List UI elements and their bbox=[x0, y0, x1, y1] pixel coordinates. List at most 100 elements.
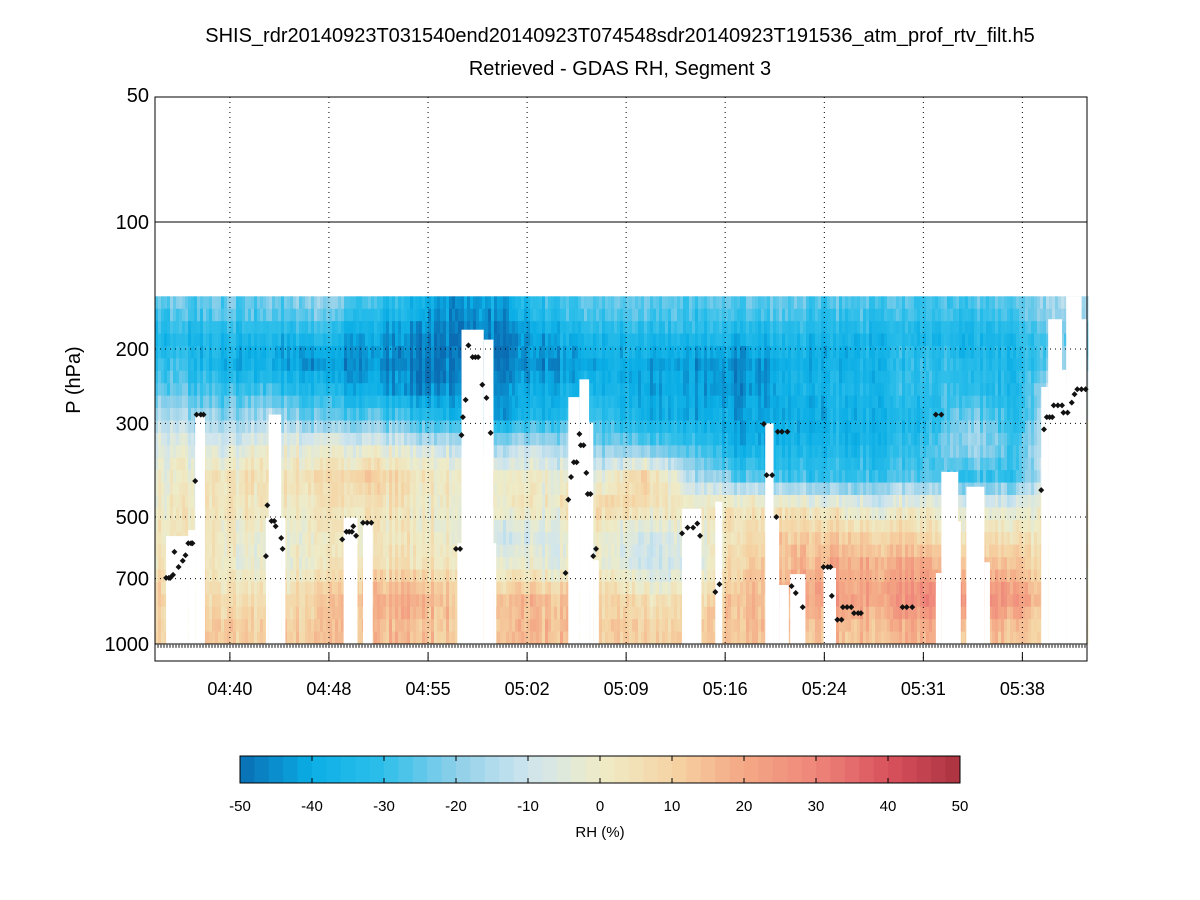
heatmap-cell bbox=[344, 457, 348, 471]
heatmap-cell bbox=[257, 457, 261, 471]
heatmap-cell bbox=[593, 408, 597, 421]
heatmap-cell bbox=[683, 482, 687, 496]
heatmap-cell bbox=[293, 420, 297, 434]
heatmap-cell bbox=[449, 494, 453, 508]
heatmap-cell bbox=[428, 333, 432, 347]
heatmap-cell bbox=[452, 519, 456, 533]
heatmap-cell bbox=[623, 408, 627, 421]
heatmap-cell bbox=[254, 370, 258, 384]
heatmap-cell bbox=[611, 308, 615, 322]
heatmap-cell bbox=[392, 408, 396, 421]
heatmap-cell bbox=[623, 619, 627, 633]
heatmap-cell bbox=[356, 544, 360, 558]
heatmap-cell bbox=[443, 470, 447, 484]
heatmap-cell bbox=[305, 308, 309, 322]
heatmap-cell bbox=[161, 581, 165, 595]
heatmap-cell bbox=[212, 544, 216, 558]
heatmap-cell bbox=[539, 445, 543, 459]
heatmap-cell bbox=[248, 507, 252, 521]
heatmap-cell bbox=[605, 445, 609, 459]
heatmap-cell bbox=[164, 619, 168, 633]
heatmap-cell bbox=[671, 383, 675, 397]
heatmap-cell bbox=[341, 358, 345, 372]
heatmap-cell bbox=[629, 494, 633, 508]
heatmap-cell bbox=[422, 408, 426, 421]
heatmap-cell bbox=[593, 432, 597, 446]
heatmap-cell bbox=[254, 494, 258, 508]
heatmap-cell bbox=[161, 606, 165, 620]
heatmap-cell bbox=[383, 296, 387, 310]
heatmap-cell bbox=[446, 358, 450, 372]
heatmap-cell bbox=[179, 358, 183, 372]
heatmap-cell bbox=[377, 321, 381, 335]
heatmap-cell bbox=[257, 544, 261, 558]
heatmap-cell bbox=[446, 569, 450, 583]
heatmap-cell bbox=[425, 408, 429, 421]
heatmap-cell bbox=[617, 557, 621, 570]
heatmap-cell bbox=[179, 482, 183, 496]
heatmap-cell bbox=[302, 370, 306, 384]
heatmap-cell bbox=[335, 631, 339, 645]
heatmap-cell bbox=[650, 569, 654, 583]
heatmap-cell bbox=[641, 569, 645, 583]
heatmap-cell bbox=[203, 333, 207, 347]
heatmap-cell bbox=[494, 519, 498, 533]
heatmap-cell bbox=[617, 308, 621, 322]
heatmap-cell bbox=[374, 445, 378, 459]
heatmap-cell bbox=[284, 395, 288, 409]
heatmap-cell bbox=[260, 557, 264, 570]
heatmap-cell bbox=[245, 606, 249, 620]
heatmap-cell bbox=[395, 557, 399, 570]
heatmap-cell bbox=[431, 594, 435, 608]
heatmap-cell bbox=[353, 470, 357, 484]
heatmap-cell bbox=[410, 507, 414, 521]
heatmap-cell bbox=[458, 457, 462, 471]
heatmap-cell bbox=[368, 445, 372, 459]
heatmap-cell bbox=[392, 519, 396, 533]
heatmap-cell bbox=[389, 408, 393, 421]
heatmap-cell bbox=[566, 395, 570, 409]
heatmap-cell bbox=[422, 519, 426, 533]
heatmap-cell bbox=[506, 333, 510, 347]
heatmap-cell bbox=[470, 296, 474, 310]
heatmap-cell bbox=[359, 308, 363, 322]
heatmap-cell bbox=[344, 420, 348, 434]
heatmap-cell bbox=[179, 408, 183, 421]
heatmap-cell bbox=[362, 333, 366, 347]
heatmap-cell bbox=[293, 358, 297, 372]
heatmap-cell bbox=[545, 494, 549, 508]
heatmap-cell bbox=[389, 619, 393, 633]
heatmap-cell bbox=[338, 296, 342, 310]
heatmap-cell bbox=[650, 345, 654, 359]
heatmap-cell bbox=[503, 457, 507, 471]
heatmap-cell bbox=[218, 482, 222, 496]
heatmap-cell bbox=[680, 383, 684, 397]
heatmap-cell bbox=[434, 619, 438, 633]
heatmap-cell bbox=[620, 619, 624, 633]
heatmap-cell bbox=[509, 631, 513, 645]
heatmap-cell bbox=[278, 308, 282, 322]
heatmap-cell bbox=[389, 519, 393, 533]
heatmap-cell bbox=[299, 345, 303, 359]
heatmap-cell bbox=[176, 308, 180, 322]
heatmap-cell bbox=[443, 482, 447, 496]
heatmap-cell bbox=[419, 519, 423, 533]
heatmap-cell bbox=[545, 296, 549, 310]
heatmap-cell bbox=[224, 507, 228, 521]
heatmap-cell bbox=[335, 333, 339, 347]
heatmap-cell bbox=[236, 470, 240, 484]
heatmap-cell bbox=[383, 358, 387, 372]
heatmap-cell bbox=[374, 395, 378, 409]
heatmap-cell bbox=[176, 345, 180, 359]
heatmap-cell bbox=[674, 457, 678, 471]
heatmap-cell bbox=[596, 308, 600, 322]
heatmap-cell bbox=[233, 445, 237, 459]
heatmap-cell bbox=[236, 345, 240, 359]
heatmap-cell bbox=[362, 494, 366, 508]
heatmap-cell bbox=[158, 606, 162, 620]
heatmap-cell bbox=[329, 519, 333, 533]
heatmap-cell bbox=[230, 594, 234, 608]
heatmap-cell bbox=[368, 395, 372, 409]
heatmap-cell bbox=[170, 507, 174, 521]
heatmap-cell bbox=[314, 296, 318, 310]
